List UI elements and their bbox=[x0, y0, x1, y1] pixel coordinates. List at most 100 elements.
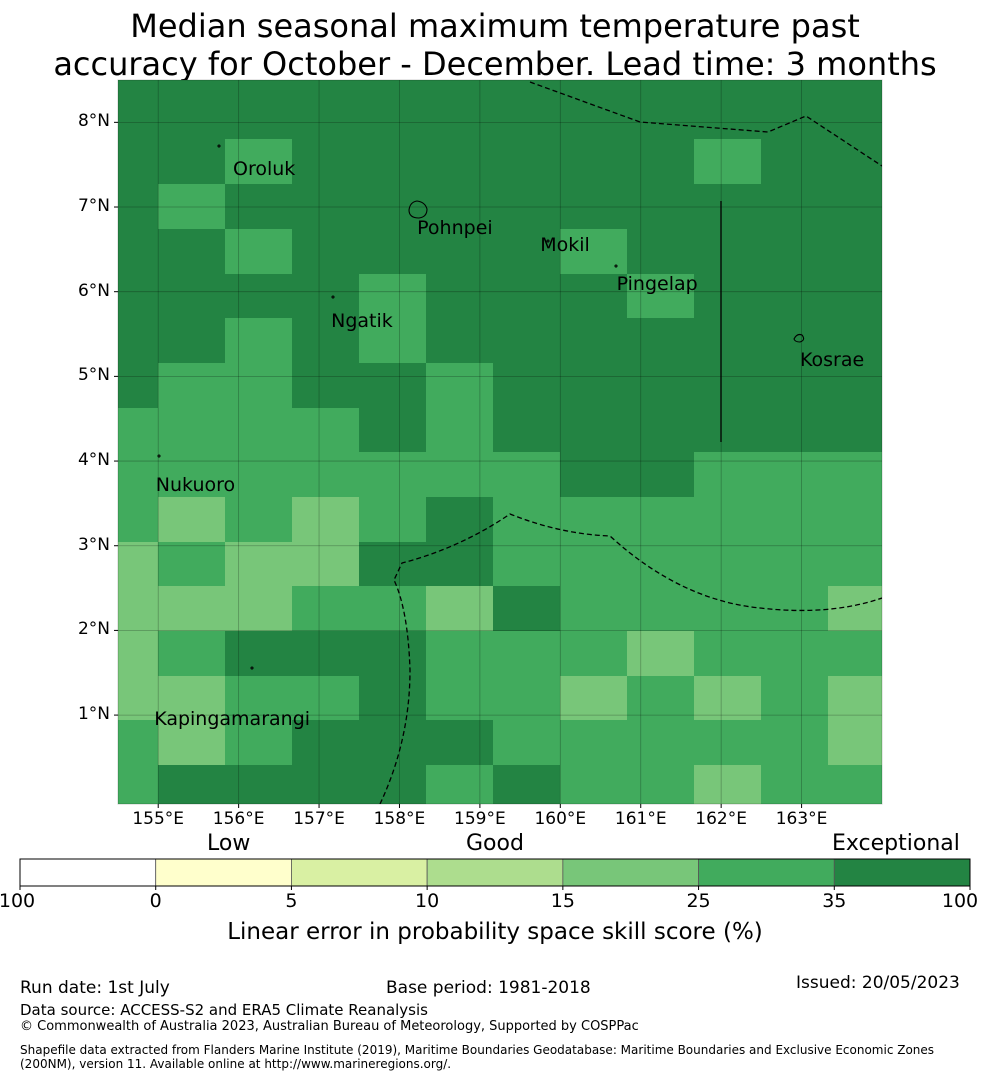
skill-cell bbox=[426, 452, 494, 498]
lat-tick-label: 3°N bbox=[77, 534, 110, 555]
place-label-pohnpei: Pohnpei bbox=[417, 217, 493, 240]
skill-cell bbox=[426, 229, 494, 275]
axis-ticks bbox=[114, 121, 803, 808]
legend-boundary-label: -100 bbox=[0, 890, 36, 912]
skill-cell bbox=[158, 80, 226, 140]
skill-cell bbox=[761, 408, 829, 453]
skill-cell bbox=[828, 765, 882, 804]
skill-cell bbox=[694, 80, 762, 140]
skill-cell bbox=[426, 318, 494, 364]
skill-cell bbox=[359, 452, 427, 498]
skill-cell bbox=[426, 676, 494, 721]
skill-cell bbox=[493, 586, 561, 632]
skill-cell bbox=[118, 676, 159, 721]
skill-cell bbox=[493, 139, 561, 185]
skill-cell bbox=[694, 274, 762, 319]
skill-cell bbox=[426, 765, 494, 804]
skill-cell bbox=[761, 720, 829, 766]
skill-cell bbox=[158, 184, 226, 230]
skill-grid-cells bbox=[118, 80, 882, 804]
skill-cell bbox=[694, 676, 762, 721]
skill-cell bbox=[359, 80, 427, 140]
pingelap-atoll-dot bbox=[614, 264, 618, 268]
skill-cell bbox=[493, 720, 561, 766]
skill-cell bbox=[118, 408, 159, 453]
skill-cell bbox=[627, 586, 695, 632]
skill-cell bbox=[292, 586, 360, 632]
skill-cell bbox=[158, 408, 226, 453]
skill-cell bbox=[560, 676, 628, 721]
map-frame bbox=[117, 79, 883, 805]
skill-cell bbox=[292, 318, 360, 364]
skill-cell bbox=[225, 720, 293, 766]
map-title-line-2: accuracy for October - December. Lead ti… bbox=[53, 45, 937, 83]
skill-cell bbox=[828, 586, 882, 632]
eez-boundary-south bbox=[379, 513, 882, 804]
skill-cell bbox=[761, 229, 829, 275]
skill-cell bbox=[627, 765, 695, 804]
skill-cell bbox=[694, 631, 762, 677]
skill-cell bbox=[359, 229, 427, 275]
skill-cell bbox=[627, 497, 695, 543]
skill-cell bbox=[426, 542, 494, 587]
place-label-kosrae: Kosrae bbox=[799, 349, 865, 372]
skill-cell bbox=[225, 497, 293, 543]
skill-cell bbox=[118, 720, 159, 766]
skill-cell bbox=[828, 408, 882, 453]
skill-cell bbox=[627, 274, 695, 319]
skill-cell bbox=[560, 720, 628, 766]
skill-cell bbox=[828, 229, 882, 275]
skill-cell bbox=[493, 363, 561, 409]
lon-tick-label: 160°E bbox=[534, 809, 587, 829]
legend-boundary-label: 25 bbox=[686, 890, 711, 912]
skill-cell bbox=[292, 80, 360, 140]
skill-cell bbox=[225, 676, 293, 721]
skill-cell bbox=[225, 408, 293, 453]
skill-cell bbox=[118, 80, 159, 140]
skill-cell bbox=[158, 363, 226, 409]
skill-cell bbox=[493, 80, 561, 140]
legend-category-exceptional: Exceptional bbox=[832, 831, 960, 856]
lat-tick-label: 6°N bbox=[77, 280, 110, 301]
lat-tick-label: 5°N bbox=[77, 365, 110, 386]
skill-cell bbox=[225, 229, 293, 275]
skill-cell bbox=[426, 408, 494, 453]
skill-cell bbox=[828, 80, 882, 140]
data-source: Data source: ACCESS-S2 and ERA5 Climate … bbox=[20, 1001, 428, 1019]
lon-tick-label: 163°E bbox=[775, 809, 828, 829]
skill-cell bbox=[627, 229, 695, 275]
skill-cell bbox=[292, 452, 360, 498]
skill-cell bbox=[493, 765, 561, 804]
legend-axis-label: Linear error in probability space skill … bbox=[227, 919, 763, 945]
legend-colorbar bbox=[19, 858, 971, 890]
skill-cell bbox=[493, 318, 561, 364]
base-period: Base period: 1981-2018 bbox=[386, 978, 591, 998]
skill-cell bbox=[225, 274, 293, 319]
skill-cell bbox=[225, 542, 293, 587]
skill-cell bbox=[426, 586, 494, 632]
skill-cell bbox=[627, 80, 695, 140]
skill-cell bbox=[292, 274, 360, 319]
skill-cell bbox=[761, 631, 829, 677]
skill-cell bbox=[493, 676, 561, 721]
place-label-kapingamarangi: Kapingamarangi bbox=[154, 708, 311, 731]
skill-cell bbox=[694, 363, 762, 409]
skill-cell bbox=[426, 631, 494, 677]
skill-cell bbox=[627, 720, 695, 766]
skill-cell bbox=[828, 676, 882, 721]
skill-cell bbox=[225, 80, 293, 140]
skill-cell bbox=[118, 363, 159, 409]
skill-cell bbox=[694, 586, 762, 632]
lat-tick-label: 8°N bbox=[77, 111, 110, 132]
skill-cell bbox=[225, 586, 293, 632]
skill-cell bbox=[560, 542, 628, 587]
skill-cell bbox=[426, 363, 494, 409]
skill-cell bbox=[627, 631, 695, 677]
lon-tick-label: 162°E bbox=[695, 809, 747, 829]
skill-cell bbox=[560, 363, 628, 409]
place-label-pingelap: Pingelap bbox=[616, 273, 698, 296]
skill-cell bbox=[225, 765, 293, 804]
skill-cell bbox=[627, 363, 695, 409]
skill-cell bbox=[225, 139, 293, 185]
